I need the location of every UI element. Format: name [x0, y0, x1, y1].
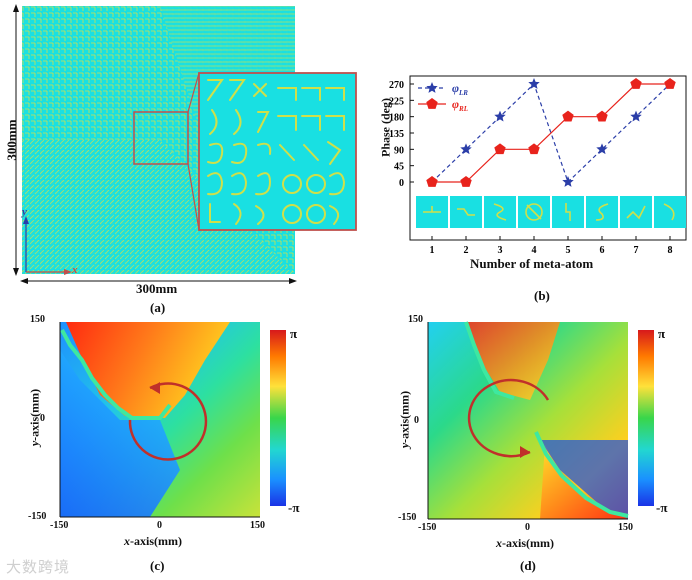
watermark: 大数跨境: [6, 558, 71, 576]
phase-map-d-upper-warm: [466, 322, 560, 400]
series-line-RL: [432, 83, 670, 183]
colorbar-d-min: -π: [656, 500, 668, 515]
point-RL-4: [528, 143, 540, 155]
point-LR-6: [596, 143, 608, 155]
point-RL-8: [664, 78, 676, 89]
phase-map-c-blue-region: [60, 350, 180, 517]
xtick-label-b-1: 2: [464, 245, 469, 256]
x-axis-label-d: x-axis(mm): [496, 536, 554, 550]
point-RL-3: [494, 143, 506, 155]
unit-cell-strip: [416, 196, 686, 228]
point-LR-7: [630, 110, 642, 122]
unit-cell-8: [654, 196, 686, 228]
point-LR-5: [562, 176, 574, 187]
point-RL-6: [596, 110, 608, 122]
phase-map-d-lower-warm: [540, 445, 628, 519]
ytick-label-b-6: 270: [389, 80, 404, 91]
point-LR-2: [460, 143, 472, 155]
ytick-label-b-4: 180: [389, 113, 404, 124]
ytick-c-bottom: -150: [28, 511, 47, 522]
colorbar-c-max: π: [290, 326, 298, 341]
zoom-connector-top: [187, 72, 200, 113]
xtick-label-b-4: 5: [566, 245, 571, 256]
unit-cell-2: [450, 196, 482, 228]
xtick-label-b-2: 3: [498, 245, 503, 256]
x-axis-label-c: x-axis(mm): [124, 534, 182, 548]
colorbar-c-min: -π: [288, 500, 300, 515]
phase-map-d-blue-lower: [540, 440, 628, 519]
ytick-c-top: 150: [30, 314, 45, 325]
ytick-label-b-5: 225: [389, 96, 404, 107]
zoom-inset: [198, 72, 357, 231]
phase-map-d-discontinuity-top: [464, 321, 515, 400]
xtick-c-mid: 0: [157, 520, 162, 531]
unit-cell-3: [484, 196, 516, 228]
point-RL-2: [460, 176, 472, 187]
colorbar-d: [638, 330, 654, 506]
colorbar-c: [270, 330, 286, 506]
xtick-label-b-5: 6: [600, 245, 605, 256]
caption-a: (a): [150, 300, 166, 315]
point-RL-7: [630, 78, 642, 89]
ytick-label-b-2: 90: [394, 145, 404, 156]
xtick-c-left: -150: [50, 520, 69, 531]
vortex-arrow-d: [467, 378, 550, 458]
ytick-label-b-1: 45: [394, 162, 404, 173]
x-axis-label-b: Number of meta-atom: [470, 256, 594, 271]
phase-map-c-warm-region: [66, 322, 230, 418]
chart-frame: [409, 75, 687, 241]
xtick-c-right: 150: [250, 520, 265, 531]
xtick-d-left: -150: [418, 522, 437, 533]
ytick-c-mid: 0: [40, 413, 45, 424]
xtick-d-mid: 0: [525, 522, 530, 533]
zoom-connector-bottom: [187, 163, 200, 231]
local-x-axis-label: x: [72, 264, 78, 276]
xtick-label-b-3: 4: [532, 245, 537, 256]
xtick-label-b-6: 7: [634, 245, 639, 256]
point-LR-3: [494, 110, 506, 122]
point-RL-1: [426, 176, 438, 187]
unit-cell-1: [416, 196, 448, 228]
zoom-inset-elements: [207, 79, 346, 225]
colorbar-d-max: π: [658, 326, 666, 341]
caption-d: (d): [520, 558, 536, 573]
series-line-LR: [431, 82, 671, 184]
x-dimension-label: 300mm: [136, 281, 178, 296]
ytick-label-b-0: 0: [399, 178, 404, 189]
unit-cell-6: [586, 196, 618, 228]
caption-c: (c): [150, 558, 165, 573]
ytick-d-top: 150: [408, 314, 423, 325]
caption-b: (b): [534, 288, 550, 303]
y-axis-label-d: y-axis(mm): [397, 390, 412, 449]
xtick-label-b-7: 8: [668, 245, 673, 256]
zoom-selection-box: [133, 111, 189, 165]
unit-cell-7: [620, 196, 652, 228]
point-RL-5: [562, 110, 574, 122]
ytick-d-mid: 0: [414, 415, 419, 426]
xtick-d-right: 150: [618, 522, 633, 533]
unit-cell-4: [518, 196, 550, 228]
point-LR-4: [528, 78, 540, 89]
phase-map-c-discontinuity: [60, 329, 172, 420]
unit-cell-5: [552, 196, 584, 228]
ytick-label-b-3: 135: [389, 129, 404, 140]
local-y-axis-label: y: [22, 206, 27, 218]
vortex-arrow-c: [128, 382, 208, 461]
phase-map-d-discontinuity-bottom: [534, 431, 629, 518]
metasurface-region-diagonal: [22, 140, 295, 274]
ytick-d-bottom: -150: [398, 512, 417, 523]
xtick-label-b-0: 1: [430, 245, 435, 256]
